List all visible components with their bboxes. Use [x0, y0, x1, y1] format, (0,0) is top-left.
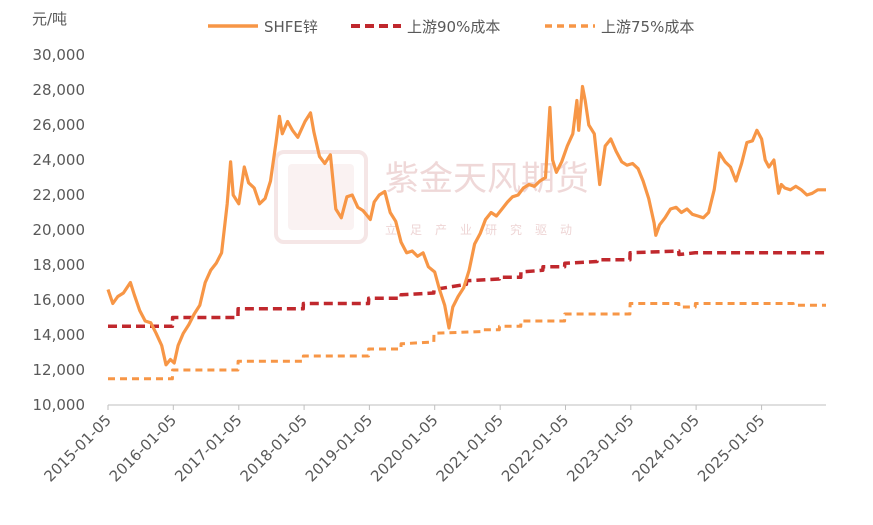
legend: SHFE锌 上游90%成本 上游75%成本 [208, 18, 694, 36]
legend-label: 上游90%成本 [407, 18, 500, 36]
legend-item-0: SHFE锌 [208, 18, 318, 36]
legend-label: SHFE锌 [264, 18, 318, 36]
x-tick-label: 2016-01-05 [106, 411, 180, 485]
x-tick-label: 2021-01-05 [433, 411, 507, 485]
y-tick-label: 22,000 [33, 186, 86, 204]
y-tick-label: 28,000 [33, 81, 86, 99]
y-tick-label: 10,000 [33, 396, 86, 414]
y-tick-label: 30,000 [33, 46, 86, 64]
x-tick-label: 2024-01-05 [629, 411, 703, 485]
x-tick-label: 2019-01-05 [302, 411, 376, 485]
legend-label: 上游75%成本 [601, 18, 694, 36]
series-line-1 [108, 249, 826, 329]
x-tick-label: 2018-01-05 [237, 411, 311, 485]
y-tick-label: 26,000 [33, 116, 86, 134]
y-tick-label: 20,000 [33, 221, 86, 239]
x-tick-label: 2022-01-05 [498, 411, 572, 485]
x-tick-label: 2015-01-05 [40, 411, 114, 485]
y-tick-label: 18,000 [33, 256, 86, 274]
x-tick-label: 2017-01-05 [171, 411, 245, 485]
series-line-0 [106, 84, 826, 367]
y-tick-label: 24,000 [33, 151, 86, 169]
x-tick-label: 2023-01-05 [563, 411, 637, 485]
y-tick-label: 12,000 [33, 361, 86, 379]
legend-item-1: 上游90%成本 [351, 18, 500, 36]
series-group [106, 84, 826, 381]
x-tick-label: 2025-01-05 [694, 411, 768, 485]
y-tick-label: 14,000 [33, 326, 86, 344]
x-tick-label: 2020-01-05 [367, 411, 441, 485]
axes: 元/吨 10,000 12,000 14,000 16,000 18,000 20,000 2… [32, 10, 826, 485]
watermark-subtext: 立足产业研究驱动 [385, 222, 585, 237]
series-line-2 [108, 302, 826, 381]
y-tick-label: 16,000 [33, 291, 86, 309]
y-axis-unit: 元/吨 [32, 10, 67, 28]
legend-item-2: 上游75%成本 [545, 18, 694, 36]
